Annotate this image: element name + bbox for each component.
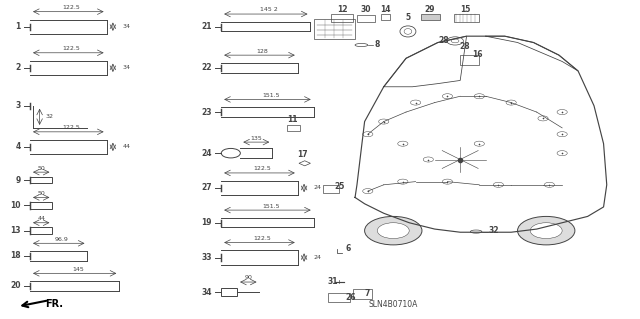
Text: 18: 18 (10, 251, 20, 260)
Text: 44: 44 (37, 216, 45, 221)
Text: 145 2: 145 2 (260, 7, 278, 12)
Text: 10: 10 (10, 201, 20, 210)
Circle shape (506, 100, 516, 105)
Bar (420, 14, 440, 20)
Text: 1: 1 (15, 22, 20, 31)
Circle shape (363, 132, 373, 137)
Text: 3: 3 (15, 101, 20, 110)
Text: 151.5: 151.5 (262, 93, 280, 98)
Text: 29: 29 (424, 5, 435, 14)
Text: 25: 25 (334, 182, 344, 191)
Text: 50: 50 (37, 191, 45, 196)
Bar (460, 55, 479, 65)
Circle shape (557, 109, 567, 115)
Text: 122.5: 122.5 (254, 166, 271, 171)
Text: SLN4B0710A: SLN4B0710A (369, 300, 418, 309)
Text: 122.5: 122.5 (254, 236, 271, 241)
Bar (328, 293, 350, 302)
Text: 13: 13 (10, 226, 20, 235)
Bar (353, 289, 372, 299)
Bar (287, 125, 300, 131)
Text: 34: 34 (201, 288, 212, 297)
Text: 27: 27 (201, 183, 212, 192)
Text: 6: 6 (346, 243, 351, 253)
Bar (331, 14, 353, 22)
Text: 122.5: 122.5 (63, 46, 81, 51)
Text: 23: 23 (201, 108, 212, 116)
Text: 33: 33 (201, 253, 212, 262)
Text: 19: 19 (201, 218, 212, 227)
Circle shape (363, 189, 373, 194)
Text: 34: 34 (122, 24, 131, 29)
Text: 24: 24 (201, 149, 212, 158)
Text: 5: 5 (405, 13, 410, 22)
Text: 28: 28 (459, 42, 470, 51)
Text: 44: 44 (122, 145, 131, 149)
Text: 24: 24 (314, 185, 322, 190)
Text: 9: 9 (15, 175, 20, 185)
Text: 96.9: 96.9 (55, 237, 69, 242)
Text: 30: 30 (360, 5, 371, 14)
Circle shape (531, 223, 562, 239)
Circle shape (474, 141, 484, 146)
Text: 145: 145 (72, 267, 84, 272)
Text: 4: 4 (15, 142, 20, 151)
Bar (454, 14, 479, 22)
Circle shape (423, 157, 433, 162)
Circle shape (557, 151, 567, 156)
Text: 14: 14 (380, 5, 390, 14)
Text: 26: 26 (346, 293, 356, 301)
Text: 22: 22 (201, 63, 212, 72)
Text: 7: 7 (365, 289, 370, 298)
Text: 28: 28 (439, 36, 449, 45)
Circle shape (493, 182, 504, 187)
Circle shape (557, 132, 567, 137)
Circle shape (397, 179, 408, 184)
Text: 135: 135 (250, 136, 262, 141)
Bar (30, 177, 52, 183)
Text: FR.: FR. (45, 299, 63, 309)
Bar (314, 19, 355, 39)
Text: 50: 50 (37, 166, 45, 171)
Text: 8: 8 (374, 40, 380, 48)
Text: 15: 15 (460, 5, 470, 14)
Circle shape (442, 94, 452, 99)
Text: 21: 21 (201, 22, 212, 31)
Circle shape (538, 116, 548, 121)
Circle shape (518, 216, 575, 245)
Circle shape (378, 223, 409, 239)
Text: 11: 11 (287, 115, 298, 124)
Circle shape (442, 179, 452, 184)
Text: 122.5: 122.5 (63, 125, 81, 130)
Text: 32: 32 (489, 226, 499, 235)
Text: 16: 16 (472, 50, 482, 59)
Circle shape (474, 94, 484, 99)
Text: 20: 20 (10, 281, 20, 291)
Text: 151.5: 151.5 (262, 204, 280, 209)
Circle shape (397, 141, 408, 146)
Bar (221, 288, 237, 296)
Circle shape (410, 100, 420, 105)
Text: 31: 31 (327, 277, 338, 286)
Text: 32: 32 (46, 114, 54, 119)
Bar (30, 227, 52, 234)
Text: 34: 34 (122, 65, 131, 70)
Bar (357, 15, 375, 22)
Circle shape (544, 182, 554, 187)
Text: 122.5: 122.5 (63, 5, 81, 10)
Bar (381, 14, 390, 20)
Text: 24: 24 (314, 255, 322, 260)
Bar (30, 202, 52, 209)
Text: 128: 128 (257, 48, 269, 54)
Text: 17: 17 (297, 150, 307, 159)
Circle shape (365, 216, 422, 245)
Circle shape (379, 119, 389, 124)
Bar (323, 185, 339, 193)
Text: 90: 90 (244, 275, 252, 280)
Text: 2: 2 (15, 63, 20, 72)
Text: 12: 12 (337, 5, 348, 14)
